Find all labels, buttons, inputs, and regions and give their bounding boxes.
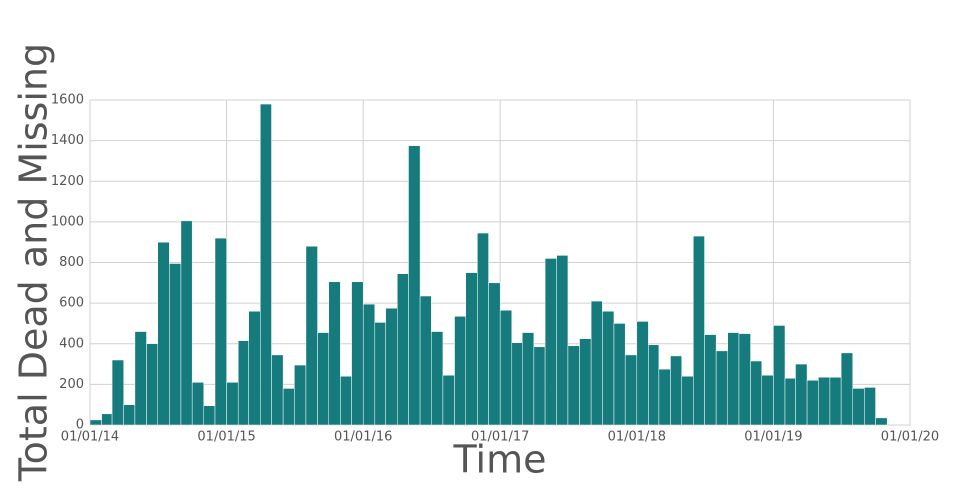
bar	[397, 273, 409, 426]
bar	[123, 404, 136, 426]
x-tick-label: 01/01/15	[197, 430, 255, 445]
bar	[169, 263, 182, 426]
bar	[89, 419, 102, 426]
bar	[681, 376, 694, 426]
bar	[340, 376, 352, 426]
bar	[773, 325, 786, 426]
bar	[875, 417, 888, 426]
x-tick-label: 01/01/18	[608, 430, 666, 445]
bar	[590, 300, 603, 426]
bar	[715, 350, 728, 426]
bar	[260, 103, 272, 426]
bar	[613, 323, 626, 426]
y-tick-label: 0	[76, 418, 84, 433]
bar	[624, 354, 638, 426]
y-tick-label: 600	[59, 296, 84, 311]
x-axis-label: Time	[453, 438, 547, 482]
bar	[362, 303, 376, 426]
y-tick-label: 1200	[51, 174, 84, 189]
y-tick-label: 400	[59, 336, 84, 351]
bar	[271, 354, 284, 426]
bar	[454, 316, 467, 426]
y-tick-label: 1400	[51, 133, 84, 148]
x-tick-label: 01/01/16	[334, 430, 392, 445]
bar	[761, 374, 774, 426]
bar	[431, 331, 444, 426]
bar	[693, 235, 705, 426]
x-tick-label: 01/01/14	[61, 430, 119, 445]
bar	[579, 338, 592, 426]
bar	[840, 352, 853, 426]
bar	[237, 340, 249, 426]
bar	[408, 145, 421, 426]
bar	[351, 281, 364, 426]
bar	[829, 377, 842, 426]
bar	[499, 309, 513, 426]
bar	[419, 295, 432, 426]
bar	[477, 232, 489, 426]
x-tick-label: 01/01/19	[744, 430, 802, 445]
y-tick-label: 800	[59, 255, 84, 270]
bar	[648, 344, 660, 426]
bar	[488, 282, 501, 426]
bar	[328, 281, 341, 426]
y-tick-label: 200	[59, 377, 84, 392]
bar	[784, 378, 796, 426]
y-tick-label: 1000	[51, 214, 84, 229]
y-tick-label: 1600	[51, 93, 84, 108]
bar	[704, 334, 717, 426]
bar	[522, 332, 535, 426]
bar	[556, 255, 569, 426]
bar	[101, 413, 113, 426]
bar	[533, 346, 546, 426]
bar	[511, 342, 523, 426]
bar	[727, 332, 740, 426]
bar	[214, 237, 227, 426]
bar	[636, 321, 649, 426]
x-tick-label: 01/01/17	[471, 430, 529, 445]
bar	[305, 246, 318, 426]
bar	[670, 355, 682, 426]
bar	[282, 388, 295, 426]
bar	[317, 332, 330, 426]
bar	[544, 258, 557, 426]
bar	[795, 363, 808, 426]
bar	[294, 364, 307, 426]
bar	[602, 311, 615, 426]
bar	[852, 388, 865, 426]
bar	[567, 345, 580, 426]
y-axis-label: Total Dead and Missing	[12, 43, 56, 482]
x-tick-label: 01/01/20	[881, 430, 939, 445]
bar	[203, 405, 216, 426]
bar	[374, 322, 386, 426]
bar	[738, 333, 751, 426]
bar	[658, 368, 671, 426]
bar	[191, 382, 205, 426]
bar	[146, 343, 158, 426]
bar	[248, 311, 261, 426]
bar	[157, 241, 170, 426]
bar	[226, 382, 239, 426]
bar	[864, 387, 876, 426]
bar	[134, 331, 147, 426]
bar	[111, 359, 124, 426]
bar	[385, 307, 398, 426]
bar	[750, 360, 763, 426]
bar	[806, 380, 819, 426]
bar	[180, 220, 193, 426]
bar	[818, 377, 831, 426]
bar	[465, 272, 478, 426]
bar	[442, 374, 455, 426]
